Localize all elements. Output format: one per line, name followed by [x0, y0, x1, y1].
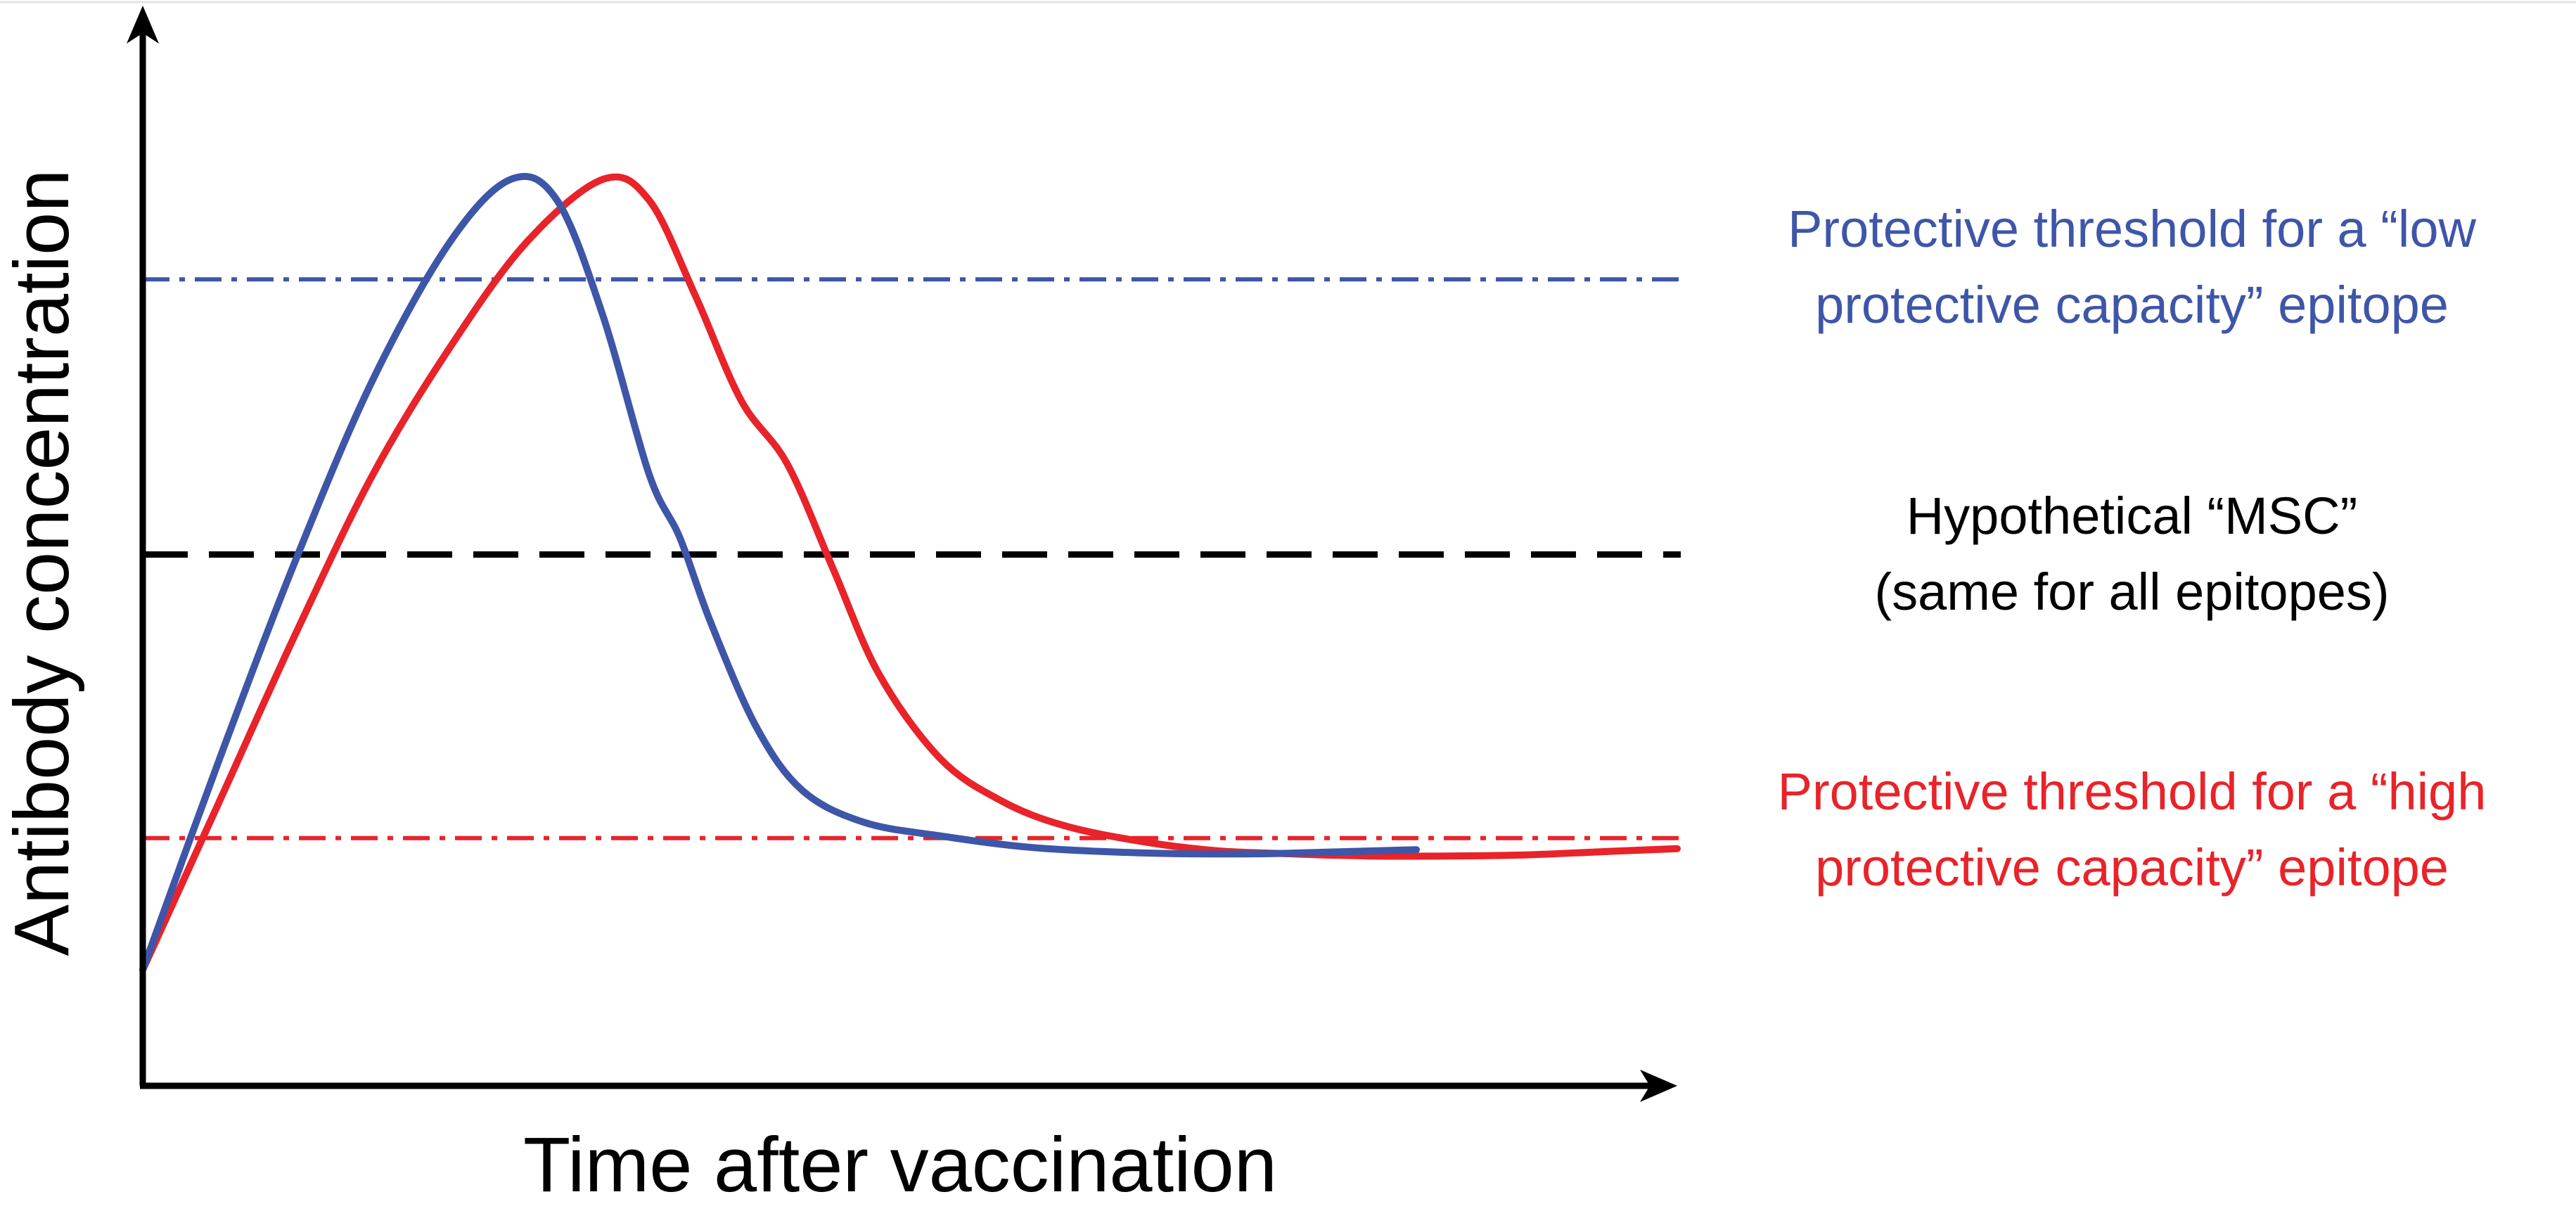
x-axis-arrowhead — [1640, 1070, 1677, 1102]
high-threshold-label-line-2: protective capacity” epitope — [1815, 838, 2449, 897]
series-lines — [139, 172, 1681, 974]
high-capacity-curve — [139, 173, 1681, 974]
y-axis-title: Antibody concentration — [0, 169, 85, 956]
msc-label-line-2: (same for all epitopes) — [1874, 563, 2390, 621]
msc-label: Hypothetical “MSC” (same for all epitope… — [1688, 478, 2576, 630]
y-axis-arrowhead — [127, 6, 159, 44]
high-threshold-label-line-1: Protective threshold for a “high — [1777, 762, 2487, 821]
low-threshold-label: Protective threshold for a “low protecti… — [1688, 191, 2576, 343]
low-threshold-label-line-2: protective capacity” epitope — [1815, 276, 2449, 334]
low-threshold-label-line-1: Protective threshold for a “low — [1788, 200, 2476, 258]
x-axis-title: Time after vaccination — [523, 1122, 1277, 1208]
threshold-lines — [143, 277, 1681, 840]
high-threshold-label: Protective threshold for a “high protect… — [1688, 754, 2576, 906]
msc-label-line-1: Hypothetical “MSC” — [1906, 487, 2358, 545]
low-capacity-curve — [139, 172, 1421, 974]
axes — [127, 6, 1677, 1102]
